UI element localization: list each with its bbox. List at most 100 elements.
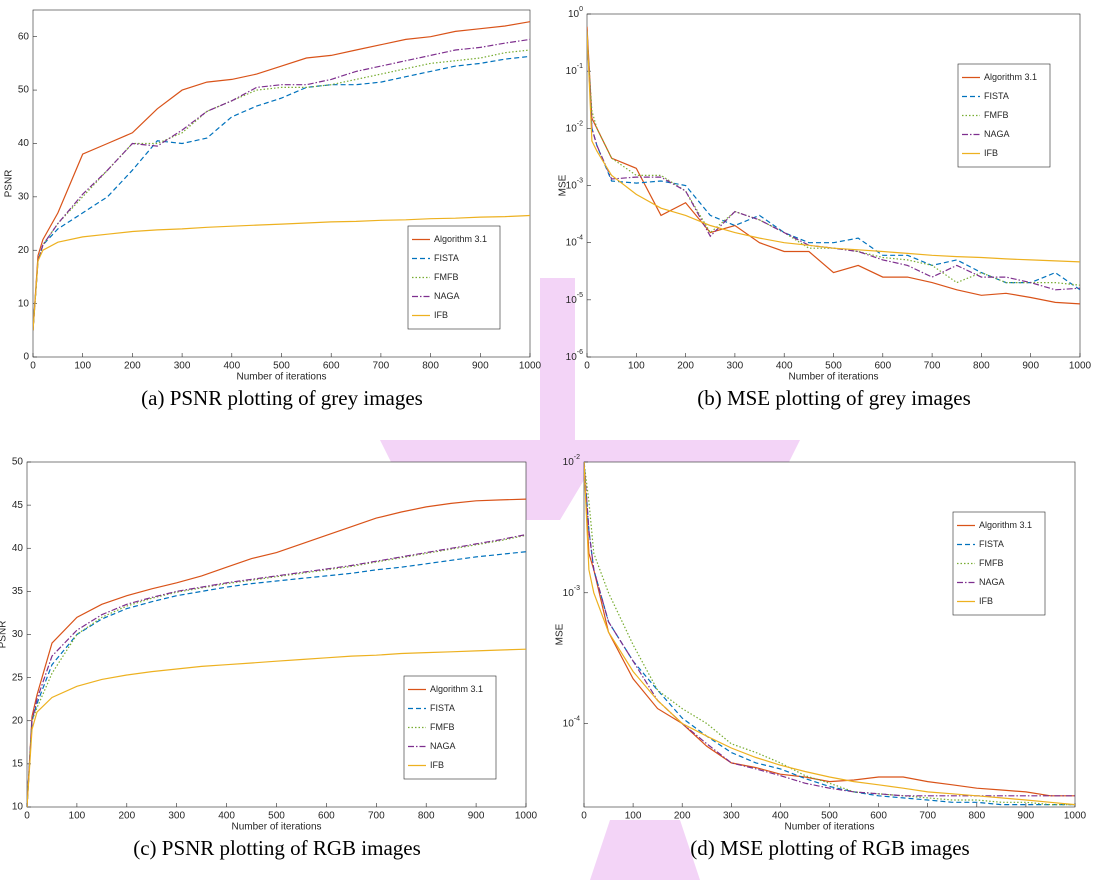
caption: (b) MSE plotting of grey images: [697, 386, 971, 410]
y-tick-label: 10: [12, 802, 24, 813]
series-line: [33, 38, 530, 331]
x-tick-label: 600: [323, 361, 340, 372]
caption: (c) PSNR plotting of RGB images: [133, 836, 421, 860]
x-tick-label: 1000: [1069, 361, 1092, 372]
y-tick-label: 25: [12, 672, 24, 683]
x-tick-label: 900: [468, 811, 485, 822]
x-axis-label: Number of iterations: [788, 372, 878, 383]
x-tick-label: 0: [581, 811, 587, 822]
x-tick-label: 600: [318, 811, 335, 822]
y-tick-label: 0: [23, 352, 29, 363]
legend: Algorithm 3.1 FISTA FMFB NAGA IFB: [403, 675, 497, 780]
legend-label: Algorithm 3.1: [430, 684, 483, 694]
y-tick-label: 40: [18, 138, 30, 149]
x-tick-label: 600: [870, 811, 887, 822]
y-axis-label: PSNR: [4, 170, 15, 198]
series-line: [587, 31, 1080, 291]
legend-label: FISTA: [984, 91, 1009, 101]
y-tick-label: 15: [12, 759, 24, 770]
x-tick-label: 1000: [1064, 811, 1087, 822]
legend-label: NAGA: [434, 291, 460, 301]
x-tick-label: 200: [124, 361, 141, 372]
y-tick-label: 20: [12, 715, 24, 726]
y-tick-label: 10-4: [563, 715, 580, 729]
legend: Algorithm 3.1 FISTA FMFB NAGA IFB: [407, 225, 501, 330]
y-tick-label: 50: [12, 457, 24, 468]
legend-label: IFB: [979, 596, 993, 606]
x-tick-label: 400: [218, 811, 235, 822]
y-tick-label: 50: [18, 85, 30, 96]
x-axis-label: Number of iterations: [231, 822, 321, 833]
x-tick-label: 400: [223, 361, 240, 372]
x-tick-label: 0: [584, 361, 590, 372]
y-tick-label: 10-2: [566, 120, 583, 134]
series-group: [584, 462, 1075, 806]
x-tick-label: 100: [625, 811, 642, 822]
legend-label: IFB: [430, 760, 444, 770]
x-tick-label: 200: [677, 361, 694, 372]
x-axis-label: Number of iterations: [236, 372, 326, 383]
x-tick-label: 300: [723, 811, 740, 822]
x-tick-label: 1000: [515, 811, 538, 822]
series-line: [587, 26, 1080, 305]
watermark-shape: [540, 278, 575, 470]
series-line: [584, 462, 1075, 797]
y-tick-label: 10: [18, 298, 30, 309]
x-tick-label: 500: [821, 811, 838, 822]
series-line: [33, 21, 530, 331]
x-tick-label: 500: [268, 811, 285, 822]
y-axis-label: PSNR: [0, 621, 9, 649]
x-axis-label: Number of iterations: [784, 822, 874, 833]
y-axis-label: MSE: [555, 623, 566, 645]
y-tick-label: 20: [18, 245, 30, 256]
legend-label: NAGA: [979, 577, 1005, 587]
series-line: [587, 36, 1080, 286]
series-line: [584, 462, 1075, 806]
x-tick-label: 800: [422, 361, 439, 372]
chart: 0 100 200 300 400 500 600 700 800 900 1000 10 15 20 25…: [0, 457, 538, 860]
x-tick-label: 900: [472, 361, 489, 372]
x-tick-label: 500: [825, 361, 842, 372]
series-line: [584, 462, 1075, 797]
legend-label: NAGA: [984, 129, 1010, 139]
y-tick-label: 45: [12, 500, 24, 511]
x-tick-label: 900: [1018, 811, 1035, 822]
series-group: [27, 498, 526, 807]
legend-label: FISTA: [430, 703, 455, 713]
legend-label: IFB: [984, 148, 998, 158]
x-tick-label: 300: [727, 361, 744, 372]
x-tick-label: 0: [30, 361, 36, 372]
y-tick-label: 10-3: [566, 177, 583, 191]
y-tick-label: 10-2: [563, 454, 580, 468]
x-tick-label: 300: [174, 361, 191, 372]
caption: (d) MSE plotting of RGB images: [690, 836, 969, 860]
x-tick-label: 100: [74, 361, 91, 372]
legend-label: FISTA: [434, 253, 459, 263]
x-tick-label: 200: [118, 811, 135, 822]
x-tick-label: 900: [1022, 361, 1039, 372]
legend-label: FMFB: [979, 558, 1004, 568]
series-line: [27, 648, 526, 807]
y-tick-label: 40: [12, 543, 24, 554]
caption: (a) PSNR plotting of grey images: [141, 386, 423, 410]
chart: 0 100 200 300 400 500 600 700 800 900 1000 10-6 10-5…: [558, 6, 1092, 410]
x-tick-label: 800: [973, 361, 990, 372]
y-tick-label: 10-3: [563, 585, 580, 599]
y-tick-label: 10-4: [566, 235, 583, 249]
x-tick-label: 1000: [519, 361, 542, 372]
series-line: [584, 462, 1075, 806]
x-tick-label: 700: [924, 361, 941, 372]
series-line: [587, 31, 1080, 263]
x-tick-label: 100: [628, 361, 645, 372]
y-tick-label: 30: [12, 629, 24, 640]
y-tick-label: 100: [568, 6, 583, 20]
chart: 0 100 200 300 400 500 600 700 800 900 1000 0 10 20 30 4…: [4, 9, 542, 410]
legend-label: FMFB: [434, 272, 459, 282]
legend-label: FMFB: [984, 110, 1009, 120]
x-tick-label: 500: [273, 361, 290, 372]
series-line: [33, 49, 530, 331]
legend: Algorithm 3.1 FISTA FMFB NAGA IFB: [957, 63, 1051, 168]
x-tick-label: 0: [24, 811, 30, 822]
y-tick-label: 10-6: [566, 349, 583, 363]
x-tick-label: 100: [69, 811, 86, 822]
